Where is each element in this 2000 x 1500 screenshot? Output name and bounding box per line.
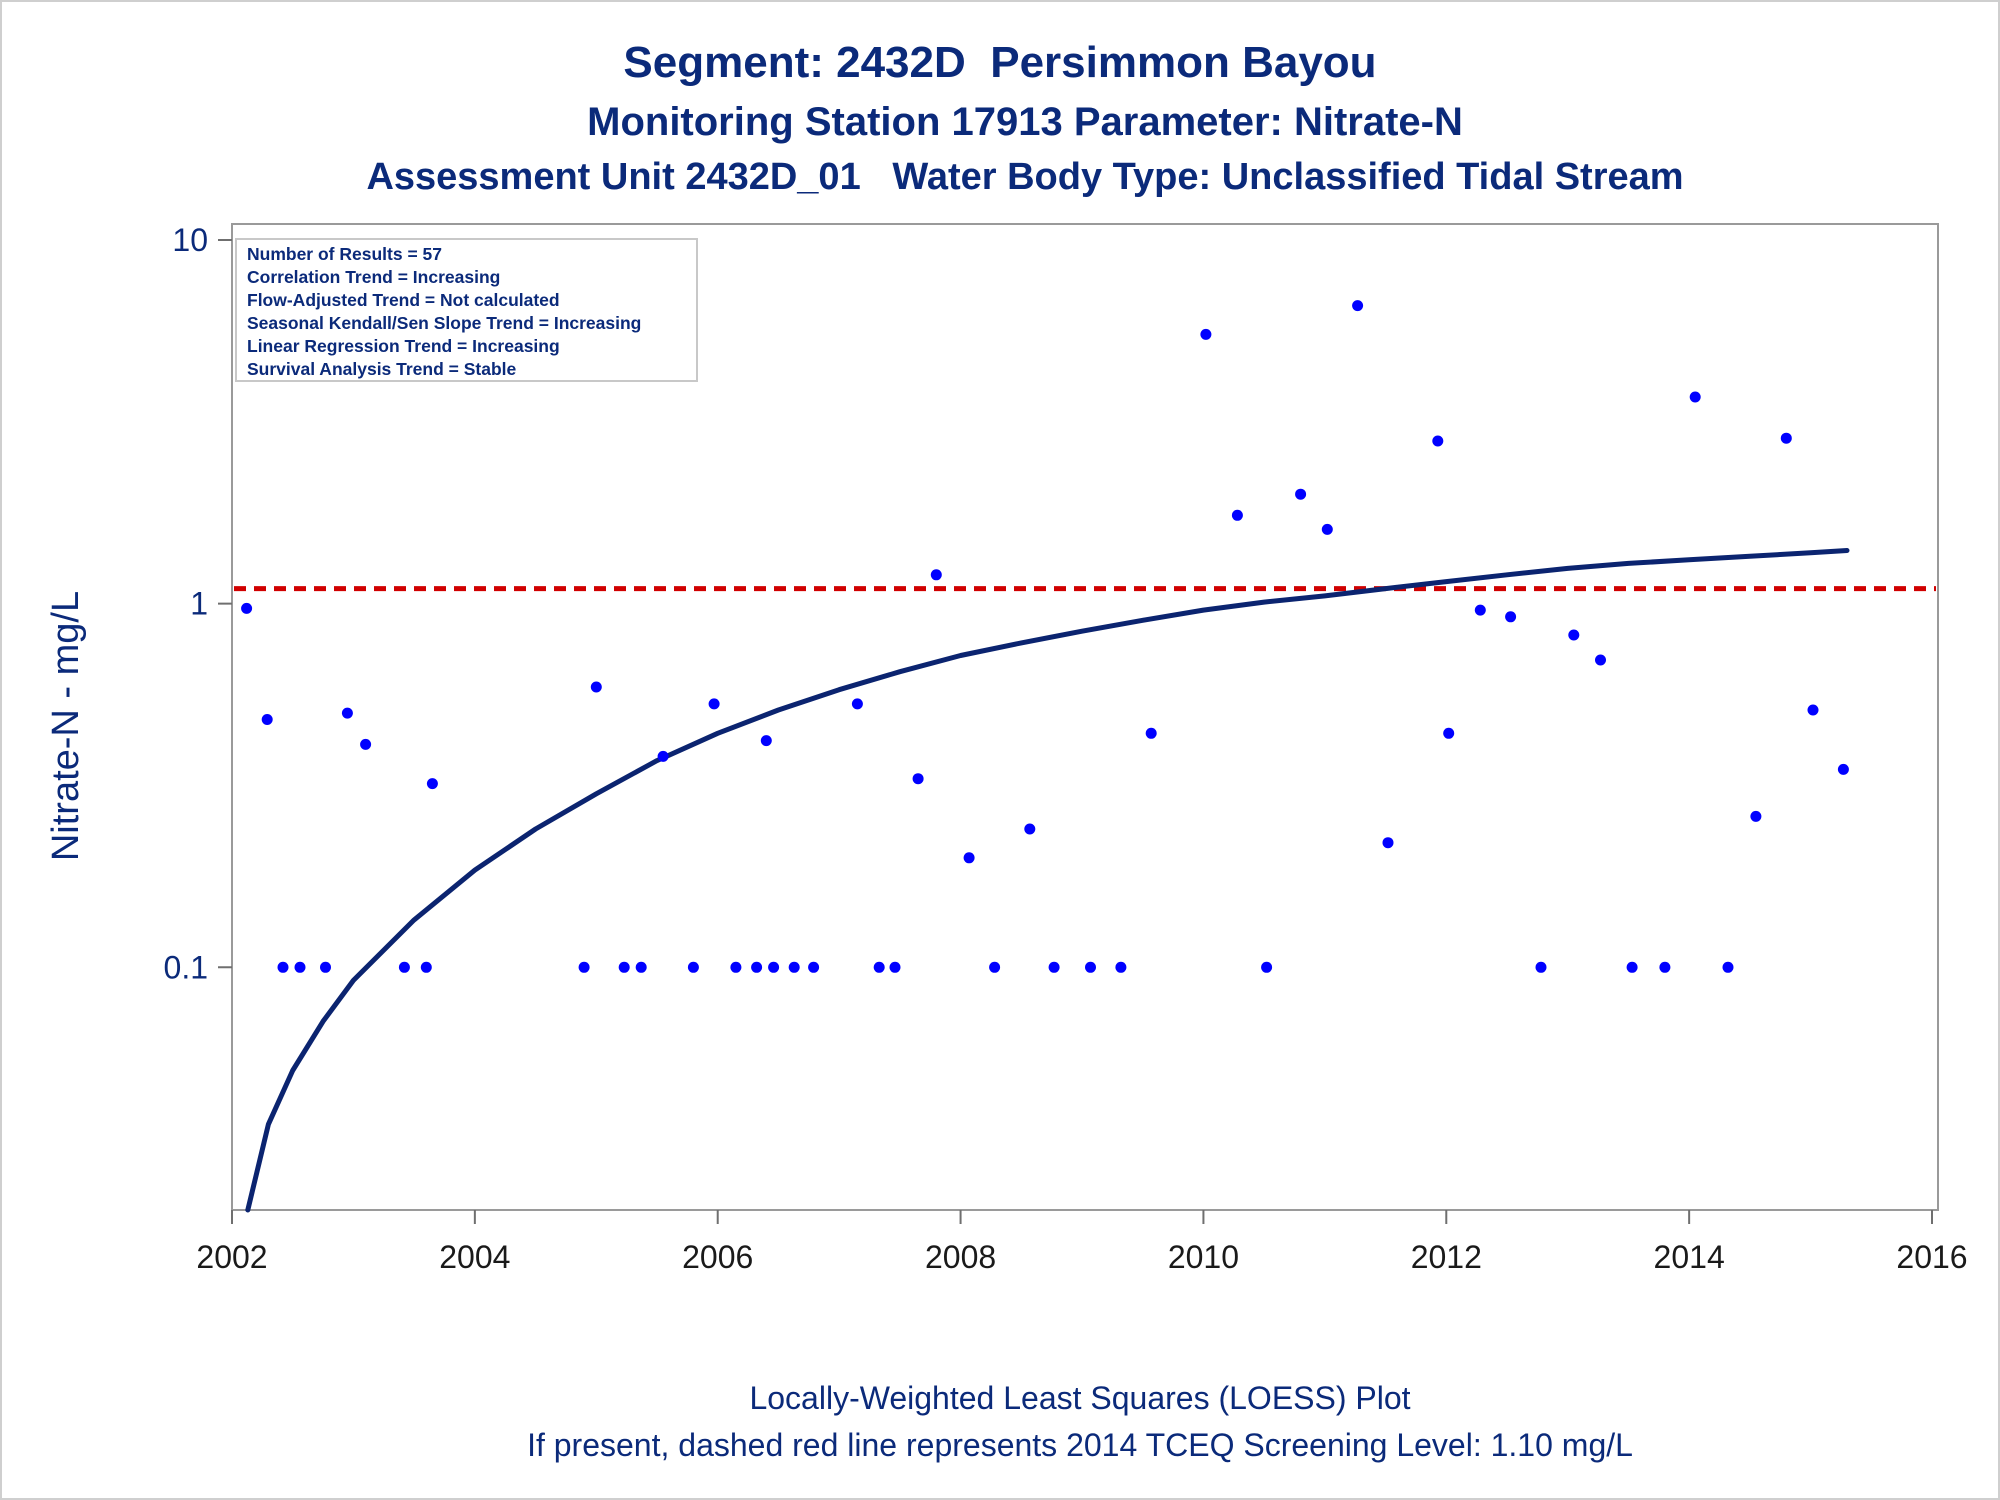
y-axis-label: Nitrate-N - mg/L bbox=[45, 591, 87, 861]
stats-box: Number of Results = 57 Correlation Trend … bbox=[235, 238, 698, 382]
data-point bbox=[1626, 961, 1638, 973]
data-point bbox=[1837, 763, 1849, 775]
data-point bbox=[1595, 654, 1606, 666]
data-point bbox=[751, 961, 763, 973]
stats-box-line: Linear Regression Trend = Increasing bbox=[247, 336, 560, 356]
x-tick-label: 2008 bbox=[925, 1239, 996, 1275]
data-point bbox=[398, 961, 410, 973]
data-point bbox=[241, 602, 253, 614]
data-point bbox=[341, 707, 353, 719]
data-point bbox=[808, 961, 820, 973]
stats-box-line: Number of Results = 57 bbox=[247, 244, 442, 264]
data-point bbox=[1780, 432, 1792, 444]
data-point bbox=[768, 961, 780, 973]
data-point bbox=[1807, 704, 1819, 716]
data-point bbox=[261, 714, 273, 725]
data-point bbox=[788, 961, 800, 973]
data-point bbox=[930, 569, 942, 581]
data-point bbox=[294, 961, 306, 973]
data-point bbox=[963, 852, 975, 864]
footnote-plot-type: Locally-Weighted Least Squares (LOESS) P… bbox=[749, 1380, 1411, 1416]
data-point bbox=[1115, 961, 1127, 973]
x-tick-label: 2006 bbox=[682, 1239, 753, 1275]
data-point bbox=[1352, 300, 1364, 312]
data-point bbox=[426, 778, 438, 790]
data-point bbox=[1321, 523, 1333, 535]
data-point bbox=[851, 698, 863, 710]
stats-box-line: Correlation Trend = Increasing bbox=[247, 267, 500, 287]
data-points bbox=[241, 300, 1849, 973]
data-point bbox=[277, 961, 289, 973]
chart-subtitle-station: Monitoring Station 17913 Parameter: Nitr… bbox=[587, 100, 1463, 144]
data-point bbox=[320, 961, 331, 973]
stats-box-line: Flow-Adjusted Trend = Not calculated bbox=[247, 290, 560, 310]
chart-title: Segment: 2432D Persimmon Bayou bbox=[623, 38, 1377, 87]
data-point bbox=[873, 961, 885, 973]
data-point bbox=[1568, 629, 1580, 641]
y-tick-label: 0.1 bbox=[164, 949, 208, 985]
data-point bbox=[1432, 435, 1444, 447]
y-axis: 0.1 1 10 bbox=[164, 222, 232, 985]
data-point bbox=[618, 961, 630, 973]
data-point bbox=[730, 961, 742, 973]
data-point bbox=[1231, 509, 1243, 521]
data-point bbox=[1261, 961, 1273, 973]
data-point bbox=[889, 961, 901, 973]
data-point bbox=[1535, 961, 1547, 973]
data-point bbox=[1750, 810, 1762, 822]
x-tick-label: 2016 bbox=[1896, 1239, 1967, 1275]
x-tick-label: 2010 bbox=[1168, 1239, 1239, 1275]
data-point bbox=[1382, 837, 1394, 849]
data-point bbox=[420, 961, 432, 973]
x-tick-label: 2004 bbox=[439, 1239, 510, 1275]
data-point bbox=[1048, 961, 1060, 973]
data-point bbox=[1295, 488, 1307, 500]
data-point bbox=[1505, 611, 1517, 623]
chart-subtitle-assessment: Assessment Unit 2432D_01 Water Body Type… bbox=[366, 156, 1684, 198]
x-tick-label: 2014 bbox=[1654, 1239, 1725, 1275]
footnote-screening-level: If present, dashed red line represents 2… bbox=[527, 1427, 1633, 1463]
data-point bbox=[360, 738, 372, 750]
data-point bbox=[635, 961, 647, 973]
data-point bbox=[708, 698, 720, 710]
data-point bbox=[1085, 961, 1096, 973]
loess-curve bbox=[245, 548, 1850, 1213]
data-point bbox=[1443, 727, 1455, 739]
x-tick-label: 2012 bbox=[1411, 1239, 1482, 1275]
data-point bbox=[989, 961, 1001, 973]
stats-box-border bbox=[235, 238, 698, 382]
data-point bbox=[760, 735, 772, 747]
data-point bbox=[1689, 391, 1701, 403]
data-point bbox=[1145, 727, 1157, 739]
data-point bbox=[1722, 961, 1734, 973]
stats-box-line: Seasonal Kendall/Sen Slope Trend = Incre… bbox=[247, 313, 641, 333]
stats-box-line: Survival Analysis Trend = Stable bbox=[247, 359, 517, 379]
data-point bbox=[687, 961, 699, 973]
y-tick-label: 10 bbox=[172, 222, 208, 258]
data-point bbox=[1659, 961, 1671, 973]
data-point bbox=[657, 750, 669, 762]
data-point bbox=[912, 773, 924, 785]
plot-area bbox=[231, 223, 1939, 1211]
data-point bbox=[1200, 328, 1212, 340]
data-point bbox=[1474, 604, 1486, 616]
data-point bbox=[590, 681, 602, 693]
data-point bbox=[1024, 823, 1036, 835]
x-tick-label: 2002 bbox=[196, 1239, 267, 1275]
y-tick-label: 1 bbox=[190, 586, 208, 622]
x-axis: 2002 2004 2006 2008 2010 2012 2014 2016 bbox=[196, 1210, 1968, 1275]
data-point bbox=[578, 961, 590, 973]
